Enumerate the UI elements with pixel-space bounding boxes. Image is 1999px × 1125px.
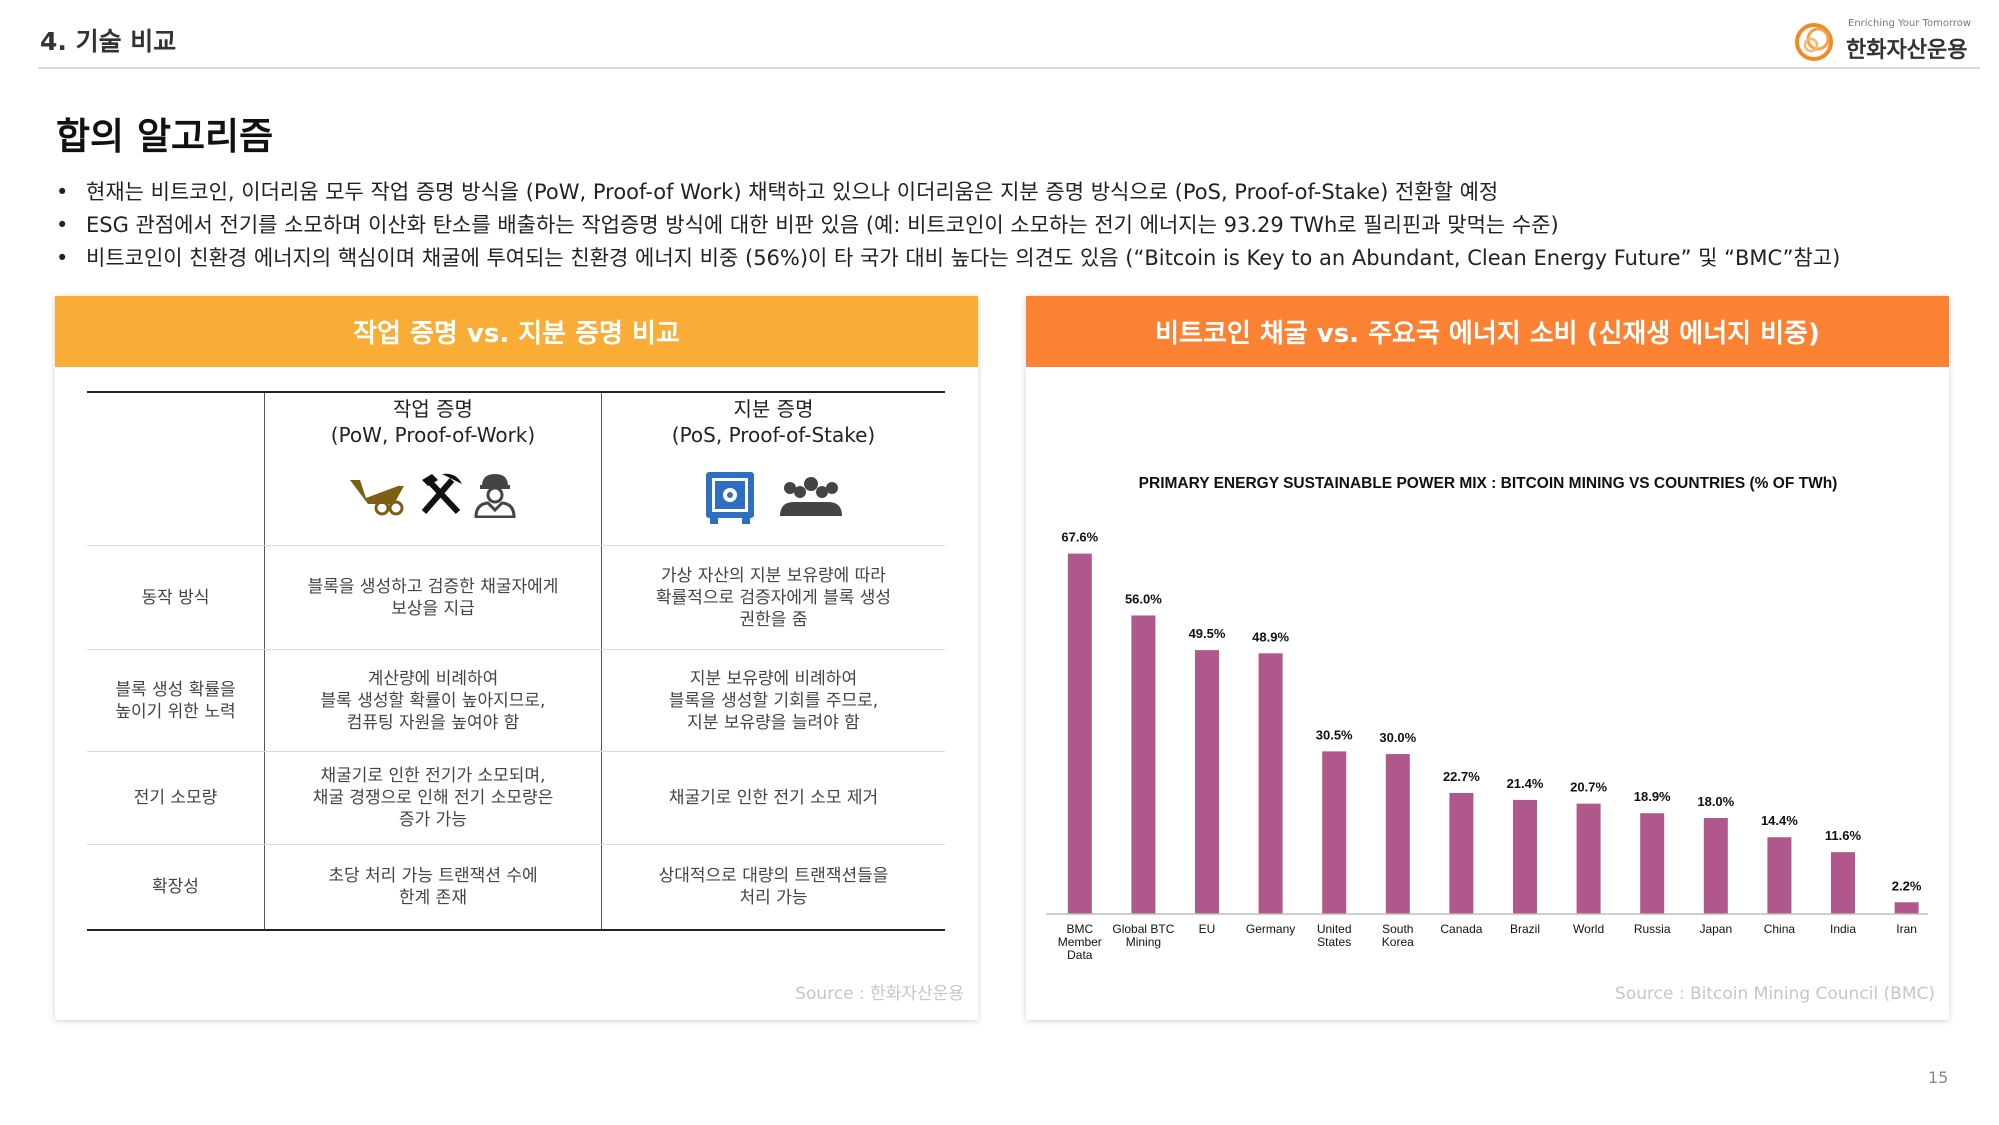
x-tick-label: Global BTC Mining	[1112, 922, 1174, 949]
data-label: 21.4%	[1507, 776, 1544, 791]
company-logo: Enriching Your Tomorrow 한화자산운용	[1790, 14, 1990, 64]
data-label: 11.6%	[1825, 828, 1862, 843]
data-label: 48.9%	[1252, 629, 1289, 644]
x-tick-label: United States	[1317, 922, 1352, 949]
table-row: 확장성 초당 처리 가능 트랜잭션 수에 한계 존재 상대적으로 대량의 트랜잭…	[87, 845, 945, 931]
logo-mark-icon	[1795, 23, 1833, 61]
logo-tagline: Enriching Your Tomorrow	[1848, 18, 1972, 29]
pos-cell: 지분 보유량에 비례하여 블록을 생성할 기회를 주므로, 지분 보유량을 늘려…	[668, 668, 879, 733]
hammer-pickaxe-icon	[421, 473, 462, 515]
bullet-item: 현재는 비트코인, 이더리움 모두 작업 증명 방식을 (PoW, Proof-…	[56, 176, 1956, 209]
data-label: 30.5%	[1316, 727, 1353, 742]
bar	[1831, 852, 1855, 914]
bar	[1894, 902, 1919, 914]
miner-worker-icon	[474, 474, 516, 518]
x-tick-label: Iran	[1896, 922, 1917, 936]
table-row: 전기 소모량 채굴기로 인한 전기가 소모되며, 채굴 경쟁으로 인해 전기 소…	[87, 752, 945, 845]
data-label: 18.9%	[1634, 789, 1671, 804]
bar	[1703, 818, 1728, 914]
page-number: 15	[1928, 1068, 1949, 1087]
column-header-pow: 작업 증명 (PoW, Proof-of-Work)	[265, 393, 602, 545]
bar	[1131, 615, 1156, 914]
x-tick-label: Canada	[1440, 922, 1482, 936]
panel-header: 비트코인 채굴 vs. 주요국 에너지 소비 (신재생 에너지 비중)	[1026, 296, 1949, 367]
comparison-table: 작업 증명 (PoW, Proof-of-Work)	[87, 391, 945, 931]
x-tick-label: China	[1764, 922, 1796, 936]
energy-mix-bar-chart: PRIMARY ENERGY SUSTAINABLE POWER MIX : B…	[1046, 475, 1928, 962]
pow-cell: 채굴기로 인한 전기가 소모되며, 채굴 경쟁으로 인해 전기 소모량은 증가 …	[265, 752, 602, 844]
x-tick-label: EU	[1199, 922, 1216, 936]
wheelbarrow-icon	[350, 480, 404, 516]
x-tick-label: India	[1830, 922, 1856, 936]
bar	[1513, 799, 1537, 914]
header-divider	[38, 67, 1980, 69]
data-label: 67.6%	[1061, 530, 1098, 545]
bullet-list: 현재는 비트코인, 이더리움 모두 작업 증명 방식을 (PoW, Proof-…	[56, 176, 1956, 275]
bar	[1449, 792, 1474, 914]
logo-name: 한화자산운용	[1846, 38, 1968, 63]
panel-header: 작업 증명 vs. 지분 증명 비교	[55, 296, 978, 367]
bar	[1258, 653, 1283, 914]
data-label: 22.7%	[1443, 769, 1480, 784]
pos-cell: 가상 자산의 지분 보유량에 따라 확률적으로 검증자에게 블록 생성 권한을 …	[655, 565, 892, 630]
bullet-item: 비트코인이 친환경 에너지의 핵심이며 채굴에 투여되는 친환경 에너지 비중 …	[56, 242, 1956, 275]
column-header-pow-label: 작업 증명 (PoW, Proof-of-Work)	[330, 397, 536, 447]
safe-vault-icon	[705, 472, 754, 524]
data-label: 30.0%	[1379, 730, 1416, 745]
source-note: Source : Bitcoin Mining Council (BMC)	[1615, 984, 1935, 1004]
table-header-empty	[87, 393, 265, 545]
pos-cell: 채굴기로 인한 전기 소모 제거	[668, 788, 879, 808]
x-tick-label: Russia	[1634, 922, 1671, 936]
x-tick-label: World	[1573, 922, 1604, 936]
bar	[1322, 751, 1347, 914]
bar	[1385, 754, 1410, 914]
pow-cell: 초당 처리 가능 트랜잭션 수에 한계 존재	[265, 845, 602, 929]
row-label: 전기 소모량	[87, 752, 265, 844]
pow-pos-comparison-panel: 작업 증명 vs. 지분 증명 비교 작업 증명 (PoW, Proof-of-…	[55, 296, 978, 1020]
pow-cell: 계산량에 비례하여 블록 생성할 확률이 높아지므로, 컴퓨팅 자원을 높여야 …	[265, 650, 602, 751]
bar	[1195, 650, 1219, 914]
bar	[1067, 553, 1092, 914]
column-header-pos: 지분 증명 (PoS, Proof-of-Stake)	[602, 393, 945, 545]
pow-cell: 블록을 생성하고 검증한 채굴자에게 보상을 지급	[265, 546, 602, 649]
x-tick-label: South Korea	[1382, 922, 1414, 949]
chart-title: PRIMARY ENERGY SUSTAINABLE POWER MIX : B…	[1139, 475, 1838, 492]
energy-mix-chart-panel: 비트코인 채굴 vs. 주요국 에너지 소비 (신재생 에너지 비중) PRIM…	[1026, 296, 1949, 1020]
group-people-icon	[779, 477, 842, 516]
column-header-pos-label: 지분 증명 (PoS, Proof-of-Stake)	[671, 397, 876, 447]
page-title: 합의 알고리즘	[56, 115, 274, 158]
data-label: 14.4%	[1761, 813, 1798, 828]
row-label: 블록 생성 확률을 높이기 위한 노력	[87, 650, 265, 751]
pos-cell: 상대적으로 대량의 트랜잭션들을 처리 가능	[658, 866, 889, 908]
bar	[1640, 813, 1665, 914]
section-label: 4. 기술 비교	[40, 27, 177, 56]
x-tick-label: Germany	[1246, 922, 1295, 936]
table-row: 동작 방식 블록을 생성하고 검증한 채굴자에게 보상을 지급 가상 자산의 지…	[87, 546, 945, 650]
x-tick-label: BMC Member Data	[1058, 922, 1102, 962]
row-label: 확장성	[87, 845, 265, 929]
data-label: 20.7%	[1570, 780, 1607, 795]
table-header-row: 작업 증명 (PoW, Proof-of-Work)	[87, 391, 945, 546]
data-label: 56.0%	[1125, 591, 1162, 606]
row-label: 동작 방식	[87, 546, 265, 649]
table-row: 블록 생성 확률을 높이기 위한 노력 계산량에 비례하여 블록 생성할 확률이…	[87, 650, 945, 752]
data-label: 2.2%	[1892, 878, 1922, 893]
bar	[1767, 837, 1792, 914]
data-label: 49.5%	[1189, 626, 1226, 641]
data-label: 18.0%	[1697, 794, 1734, 809]
source-note: Source : 한화자산운용	[795, 984, 964, 1004]
x-tick-label: Brazil	[1510, 922, 1540, 936]
bar	[1576, 803, 1601, 914]
x-tick-label: Japan	[1699, 922, 1732, 936]
bullet-item: ESG 관점에서 전기를 소모하며 이산화 탄소를 배출하는 작업증명 방식에 …	[56, 209, 1956, 242]
